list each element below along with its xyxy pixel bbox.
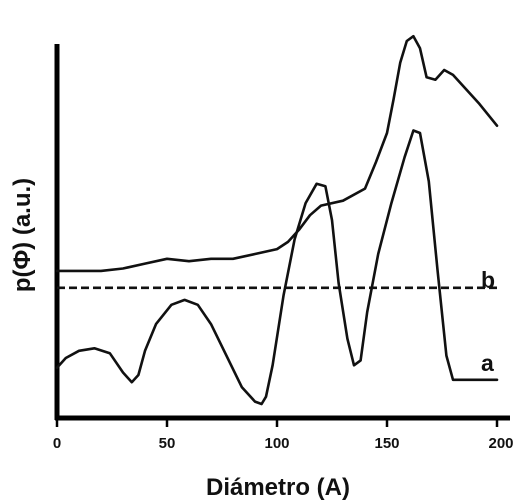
series-label-a: a xyxy=(481,350,494,376)
y-axis-label: p(Φ) (a.u.) xyxy=(9,178,36,292)
x-axis-label: Diámetro (A) xyxy=(206,474,350,501)
x-tick-label: 200 xyxy=(488,435,513,452)
x-tick-label: 0 xyxy=(53,435,61,452)
series-line-b xyxy=(55,34,499,273)
plot-area xyxy=(55,34,499,406)
series-line-a xyxy=(55,129,499,406)
x-tick-label: 100 xyxy=(264,435,289,452)
x-ticks xyxy=(55,418,499,427)
x-tick-label: 50 xyxy=(159,435,176,452)
x-tick-labels: 0 50 100 150 200 xyxy=(53,435,514,452)
x-tick-label: 150 xyxy=(374,435,399,452)
series-label-b: b xyxy=(481,267,495,293)
